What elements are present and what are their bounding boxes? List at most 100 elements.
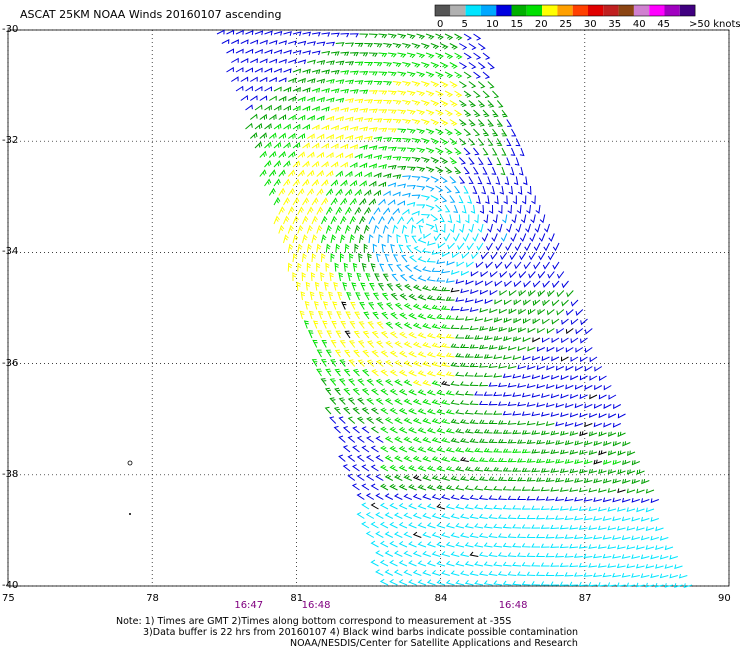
wind-barb [444, 166, 453, 174]
wind-barb [522, 337, 531, 343]
wind-barb [530, 214, 536, 224]
wind-barb [364, 153, 373, 160]
wind-barb [322, 301, 329, 310]
wind-barb [354, 206, 362, 215]
wind-barb [354, 117, 364, 122]
wind-barb [449, 195, 456, 203]
wind-barb [366, 397, 375, 405]
wind-barb [575, 309, 584, 316]
wind-barb [579, 431, 588, 437]
wind-barb [565, 403, 574, 408]
wind-barb [431, 513, 441, 519]
wind-barb [402, 138, 412, 143]
wind-barb [312, 339, 318, 348]
wind-barb [460, 306, 469, 312]
wind-barb [330, 161, 339, 168]
wind-barb [468, 223, 474, 233]
wind-barb [469, 325, 479, 331]
wind-barb [589, 356, 598, 363]
wind-barb [445, 278, 455, 283]
wind-barb [398, 388, 408, 396]
wind-barb [599, 375, 607, 381]
wind-barb [402, 119, 412, 125]
wind-barb [583, 440, 593, 446]
wind-barb [499, 271, 508, 278]
wind-barb [311, 197, 319, 206]
wind-barb [488, 204, 494, 214]
wind-barb [471, 252, 479, 260]
wind-barb [368, 90, 378, 95]
wind-barb [507, 476, 517, 481]
wind-barb [421, 195, 431, 201]
wind-barb [335, 330, 342, 339]
wind-barb [598, 431, 607, 437]
wind-barb [412, 360, 422, 367]
wind-barb [317, 310, 324, 320]
wind-barb [512, 355, 522, 361]
wind-barb [361, 483, 370, 491]
wind-barb [547, 271, 555, 279]
wind-barb [399, 274, 408, 282]
wind-barb [560, 430, 569, 436]
legend-color-swatch [465, 5, 481, 16]
wind-barb [462, 233, 470, 242]
wind-barb [329, 378, 337, 386]
wind-barb [569, 487, 579, 493]
wind-barb [368, 163, 378, 169]
wind-barb [370, 426, 379, 434]
wind-barb [338, 397, 346, 405]
wind-barb [621, 554, 631, 559]
wind-barb [240, 94, 249, 101]
wind-barb [347, 473, 356, 481]
wind-barb [556, 271, 565, 279]
wind-barb [477, 157, 484, 165]
wind-barb [397, 109, 407, 115]
wind-barb [478, 344, 488, 350]
wind-barb [622, 441, 631, 447]
wind-barb [318, 291, 324, 301]
wind-barb [526, 439, 536, 445]
wind-barb [516, 439, 526, 444]
wind-barb [454, 71, 463, 79]
wind-barb [447, 214, 453, 224]
wind-barb [531, 195, 536, 205]
wind-barb [300, 291, 306, 301]
wind-barb [455, 390, 465, 396]
wind-barb [494, 299, 503, 305]
wind-barb [469, 551, 479, 557]
wind-barb [493, 448, 503, 453]
wind-barb [376, 340, 384, 348]
wind-barb [473, 71, 481, 79]
wind-barb [650, 573, 659, 579]
wind-barb [417, 275, 427, 282]
wind-barb [426, 465, 436, 472]
wind-barb [482, 128, 490, 137]
wind-barb [449, 100, 458, 107]
wind-barb [433, 233, 441, 242]
wind-barb [482, 166, 488, 175]
wind-barb [526, 571, 536, 576]
wind-barb [411, 224, 417, 234]
wind-barb [502, 373, 512, 379]
wind-barb [588, 525, 598, 531]
wind-barb [535, 533, 545, 539]
wind-barb [546, 347, 555, 353]
wind-barb [264, 104, 272, 111]
wind-barb [574, 478, 583, 483]
wind-barb [363, 206, 371, 215]
wind-barb [335, 206, 343, 215]
wind-barb [454, 109, 463, 117]
wind-barb [430, 62, 440, 69]
wind-barb [340, 179, 348, 187]
wind-barb [559, 524, 569, 530]
wind-barb [340, 161, 348, 168]
wind-barb [579, 450, 588, 455]
wind-barb [383, 137, 393, 142]
wind-barb [589, 394, 598, 400]
wind-barb [426, 332, 436, 339]
wind-barb [506, 138, 512, 147]
wind-barb [292, 31, 302, 37]
wind-barb [441, 223, 446, 233]
wind-barb [330, 179, 339, 187]
wind-barb [454, 128, 463, 136]
